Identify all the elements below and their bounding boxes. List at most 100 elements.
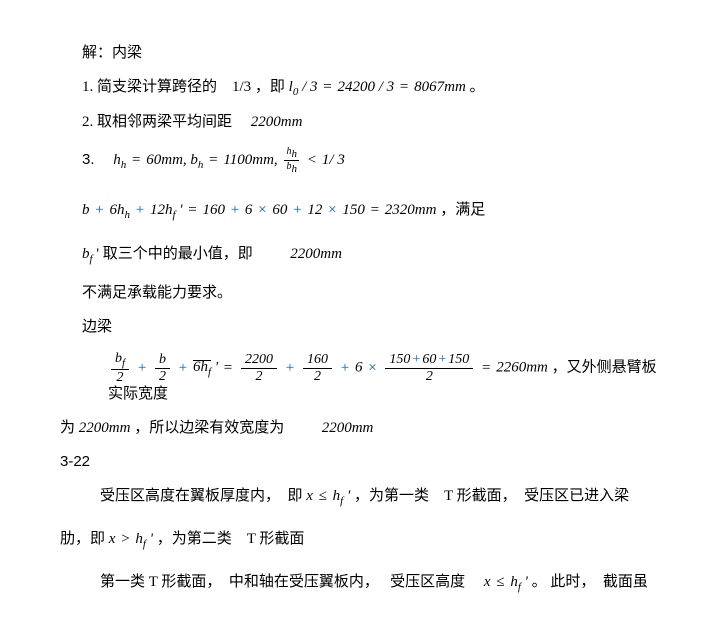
times-icon: × <box>258 202 266 218</box>
txt: 为 <box>60 420 79 436</box>
txt: 肋，即 <box>60 531 109 547</box>
txt: 边梁 <box>82 319 112 335</box>
times-icon: × <box>368 360 376 376</box>
eq: = <box>209 152 217 168</box>
frac-2200: 2200 2 <box>241 352 277 384</box>
frac-den: bh <box>284 161 299 175</box>
line-2: 2. 取相邻两梁平均间距 2200mm <box>60 113 664 133</box>
section-3-22: 3-22 <box>60 452 664 473</box>
line-t1: 受压区高度在翼板厚度内， 即 x ≤ hf ' ，为第一类 T 形截面， 受压区… <box>60 487 664 508</box>
frac-num: 150+60+150 <box>385 352 473 368</box>
small-frac: hh bh <box>284 146 299 175</box>
plus-icon: + <box>231 202 239 218</box>
txt: 受压区高度在翼板厚度内， 即 <box>100 488 306 504</box>
frac-num: hh <box>284 146 299 161</box>
frac-num: bf <box>111 351 129 370</box>
txt: 2. 取相邻两梁平均间距 <box>82 114 247 130</box>
plus-icon: + <box>95 202 103 218</box>
eq: = <box>482 360 490 376</box>
eq: = <box>371 202 379 218</box>
frac-b2: b 2 <box>155 352 170 384</box>
frac-num: 2200 <box>241 352 277 368</box>
val: 12 <box>307 202 322 218</box>
plus-icon: + <box>138 360 146 376</box>
sp <box>257 246 287 262</box>
frac-160: 160 2 <box>303 352 332 384</box>
val: 6 <box>245 202 253 218</box>
overline: 6hf <box>193 360 211 377</box>
line-intro: 解：内梁 <box>60 44 664 64</box>
prime: ' <box>211 360 218 376</box>
line-eq-b: b + 6hh + 12hf ' = 160 + 6 × 60 + 12 × 1… <box>60 201 664 222</box>
txt: ' 取三个中的最小值，即 <box>96 246 252 262</box>
line-edge-beam: 边梁 <box>60 318 664 338</box>
txt: 不满足承载能力要求。 <box>82 285 232 301</box>
var: x <box>109 531 116 547</box>
sub: 0 <box>293 86 299 98</box>
val: 2200mm <box>322 420 374 436</box>
prime: ' <box>521 574 528 590</box>
frac-den: 2 <box>111 370 129 385</box>
val: 2200mm <box>79 420 131 436</box>
var: 6h <box>109 202 124 218</box>
le: ≤ <box>496 574 504 590</box>
val: 1/ 3 <box>322 152 345 168</box>
plus-icon: + <box>286 360 294 376</box>
txt: 1. 简支梁计算跨径的 1/3 ，即 <box>82 79 289 95</box>
val: 6 <box>355 360 363 376</box>
frac-bf2: bf 2 <box>111 351 129 385</box>
eq: = <box>132 152 140 168</box>
txt: 。 此时， 截面虽 <box>532 574 648 590</box>
val: 150 <box>342 202 365 218</box>
section-num: 3-22 <box>60 453 90 470</box>
frac-den: 2 <box>155 369 170 384</box>
var: h <box>510 574 518 590</box>
prime: ' <box>343 488 350 504</box>
sub: h <box>124 209 130 221</box>
line-not-satisfy: 不满足承载能力要求。 <box>60 284 664 304</box>
frac-den: 2 <box>241 369 277 384</box>
val: 2200mm <box>290 246 342 262</box>
frac-num: 160 <box>303 352 332 368</box>
le: ≤ <box>319 488 327 504</box>
var: 12h <box>150 202 173 218</box>
var: x <box>306 488 313 504</box>
frac-sum: 150+60+150 2 <box>385 352 473 384</box>
val: 1100mm, <box>223 152 277 168</box>
eq: = <box>323 79 331 95</box>
txt: 。 <box>470 79 485 95</box>
expr: 24200 / 3 <box>337 79 394 95</box>
expr: / 3 <box>302 79 317 95</box>
lt: < <box>308 152 316 168</box>
line-bf-min: bf ' 取三个中的最小值，即 2200mm <box>60 245 664 266</box>
val: 2260mm <box>496 360 548 376</box>
eq: = <box>400 79 408 95</box>
txt: 解：内梁 <box>82 45 142 61</box>
sub: h <box>198 159 204 171</box>
prime: ' <box>176 202 183 218</box>
var: h <box>113 152 121 168</box>
plus-icon: + <box>293 202 301 218</box>
plus-icon: + <box>341 360 349 376</box>
eq: = <box>188 202 196 218</box>
var: x <box>484 574 491 590</box>
line-t2: 肋，即 x > hf ' ，为第二类 T 形截面 <box>60 530 664 551</box>
txt: 第一类 T 形截面， 中和轴在受压翼板内， 受压区高度 <box>100 574 480 590</box>
frac-den: 2 <box>303 369 332 384</box>
var: 6h <box>193 359 208 375</box>
line-edge-result: 为 2200mm ，所以边梁有效宽度为 2200mm <box>60 419 664 439</box>
var: b <box>82 246 90 262</box>
txt: ，又外侧悬臂板实际宽度 <box>108 360 657 403</box>
num: 3. <box>82 151 110 168</box>
val: 60mm, <box>146 152 186 168</box>
line-3: 3. hh = 60mm, bh = 1100mm, hh bh < 1/ 3 <box>60 146 664 175</box>
var: b <box>82 202 90 218</box>
sub: f <box>90 253 93 265</box>
val: 60 <box>272 202 287 218</box>
val: 2320mm <box>385 202 437 218</box>
line-t3: 第一类 T 形截面， 中和轴在受压翼板内， 受压区高度 x ≤ hf ' 。 此… <box>60 573 664 594</box>
val: 8067mm <box>414 79 466 95</box>
var: b <box>190 152 198 168</box>
plus-icon: + <box>136 202 144 218</box>
sub: h <box>121 159 127 171</box>
